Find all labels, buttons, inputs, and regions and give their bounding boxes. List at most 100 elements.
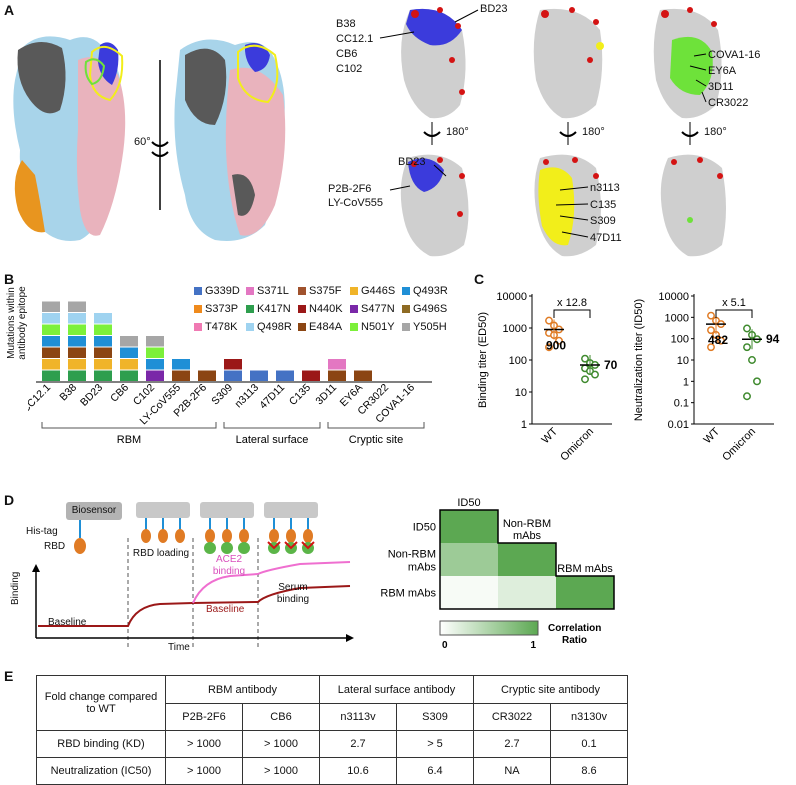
bar-segment (172, 370, 190, 381)
table-cell: > 1000 (165, 730, 243, 758)
bd23-label-bottom: BD23 (398, 156, 426, 168)
y-tick-label: 10000 (496, 291, 527, 303)
bar-segment (68, 370, 86, 381)
bar-segment (42, 370, 60, 381)
data-point (748, 356, 756, 364)
legend-label: E484A (309, 321, 343, 333)
bar-segment (68, 336, 86, 347)
legend-label: N501Y (361, 321, 395, 333)
data-point (545, 343, 553, 352)
bar-segment (146, 370, 164, 381)
table-antibody-header: CR3022 (473, 703, 551, 731)
y-tick-label: 1 (683, 376, 689, 388)
legend-label: S373P (205, 303, 239, 315)
table-antibody-header: CB6 (242, 703, 320, 731)
rbd-rbm-epitope-view (401, 7, 466, 119)
colorbar-max: 1 (530, 640, 536, 651)
neutralization-titer-chart: 0.01 0.1 1 10 100 1000 10000 Neutralization tit… (633, 291, 780, 464)
y-tick-label: 10000 (658, 291, 689, 303)
legend-label: G446S (361, 285, 396, 297)
x-tick-label: Omicron (720, 426, 758, 464)
table-cell: > 1000 (165, 757, 243, 785)
legend-swatch (350, 305, 358, 313)
table-row-label: RBD binding (KD) (36, 730, 166, 758)
rotation-180-label-2: 180° (582, 126, 605, 138)
table-cell: NA (473, 757, 551, 785)
legend-label: G496S (413, 303, 448, 315)
legend-item: K417N (246, 303, 291, 315)
legend-item: Q493R (402, 285, 448, 297)
heatmap-col-label: ID50 (457, 497, 480, 509)
bar-segment (94, 370, 112, 381)
table-antibody-header: S309 (396, 703, 474, 731)
panel-label-a: A (4, 2, 15, 18)
x-tick-label: B38 (57, 382, 79, 404)
legend-item: S477N (350, 303, 395, 315)
rotation-180-label-1: 180° (446, 126, 469, 138)
antibody-label: S309 (590, 215, 616, 227)
heatmap-cell (440, 510, 498, 543)
bar-segment (224, 370, 242, 381)
data-point (591, 370, 599, 379)
median-label: 70 (604, 358, 618, 372)
legend-label: Q493R (413, 285, 448, 297)
group-bracket (223, 422, 321, 429)
antibody-label: CB6 (336, 48, 358, 60)
bar-segment (42, 359, 60, 370)
data-point (707, 343, 715, 352)
bar-segment (328, 370, 346, 381)
table-cell: > 1000 (242, 757, 320, 785)
legend-swatch (246, 323, 254, 331)
table-antibody-header: n3130v (550, 703, 628, 731)
rbd-lateral-back-view (534, 154, 601, 257)
legend-label: Y505H (413, 321, 447, 333)
antibody-label: P2B-2F6 (328, 183, 372, 195)
bar-segment (146, 347, 164, 358)
table-row: RBD binding (KD) > 1000 > 1000 2.7 > 5 2… (36, 730, 628, 758)
legend-item: S373P (194, 303, 238, 315)
x-tick-label: 47D11 (257, 382, 287, 412)
y-tick-label: 1000 (503, 323, 527, 335)
median-label: 482 (708, 333, 728, 347)
bar-segment (68, 324, 86, 335)
legend-item: G446S (350, 285, 395, 297)
bar-segment (146, 336, 164, 347)
bar-segment (94, 347, 112, 358)
cryptic-antibody-list: COVA1-16 EY6A 3D11 CR3022 (708, 47, 760, 111)
legend-item: S371L (246, 285, 289, 297)
legend-label: T478K (205, 321, 238, 333)
x-tick-label: C135 (287, 382, 313, 408)
panel-label-b: B (4, 271, 15, 287)
group-bracket (327, 422, 425, 429)
legend-label: N440K (309, 303, 343, 315)
panel-label-e: E (4, 668, 14, 684)
legend-swatch (402, 323, 410, 331)
table-cell: 10.6 (319, 757, 397, 785)
heatmap-row-label: Non-RBM (388, 549, 436, 561)
legend-item: S375F (298, 285, 341, 297)
legend-swatch (402, 287, 410, 295)
bar-segment (354, 370, 372, 381)
bar-segment (42, 313, 60, 324)
legend-label: S375F (309, 285, 342, 297)
legend-swatch (246, 305, 254, 313)
rbm-antibody-list-bottom: P2B-2F6 LY-CoV555 (328, 182, 383, 210)
data-point (743, 392, 751, 401)
colorbar-title: Correlation (548, 623, 601, 634)
legend-swatch (350, 287, 358, 295)
bar-segment (94, 313, 112, 324)
y-tick-label: 100 (671, 334, 689, 346)
data-point (753, 377, 761, 386)
biosensor-schematic (32, 502, 354, 648)
heatmap-col-label: mAbs (513, 530, 542, 542)
fold-bracket (553, 309, 591, 318)
legend-label: Q498R (257, 321, 292, 333)
step-baseline-1: Baseline (48, 617, 87, 628)
panel-label-c: C (474, 271, 485, 287)
legend-item: G339D (194, 285, 240, 297)
legend-swatch (402, 305, 410, 313)
median-label: 900 (546, 338, 566, 352)
bar-segment (250, 370, 268, 381)
legend-swatch (298, 305, 306, 313)
y-tick-label: 10 (677, 355, 689, 367)
